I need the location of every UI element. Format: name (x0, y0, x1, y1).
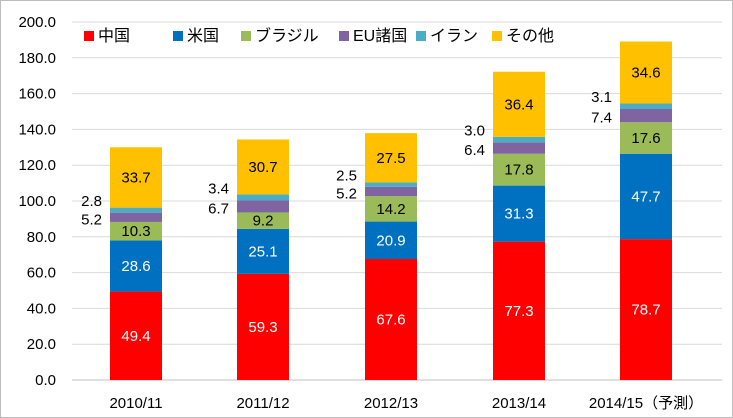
bar-segment (110, 147, 162, 208)
data-label: 34.6 (631, 64, 660, 81)
data-label: 33.7 (121, 169, 150, 186)
bar-segment (237, 200, 289, 213)
legend-swatch (492, 31, 502, 41)
bar-segment (620, 41, 672, 104)
y-tick-label: 20.0 (27, 336, 56, 353)
x-tick-label: 2014/15（予測） (589, 395, 703, 412)
bar-segment (620, 122, 672, 154)
data-label: 6.4 (464, 142, 485, 159)
x-tick-label: 2011/12 (236, 395, 289, 412)
y-tick-label: 180.0 (18, 50, 56, 67)
y-tick-label: 120.0 (18, 157, 56, 174)
y-tick-label: 100.0 (18, 193, 56, 210)
bar-segment (365, 258, 417, 380)
data-label: 5.2 (336, 186, 357, 203)
y-tick-label: 40.0 (27, 300, 56, 317)
bar-segment (365, 186, 417, 197)
data-label: 17.6 (631, 130, 660, 147)
y-tick-label: 60.0 (27, 265, 56, 282)
data-label: 28.6 (121, 258, 150, 275)
data-label: 6.7 (208, 200, 229, 217)
bar-segment (493, 142, 545, 154)
data-label: 36.4 (504, 96, 533, 113)
legend-label: 米国 (187, 27, 219, 45)
legend-item: 中国 (84, 27, 130, 45)
y-tick-label: 0.0 (35, 372, 56, 389)
data-label: 9.2 (253, 213, 274, 230)
y-tick-label: 140.0 (18, 121, 56, 138)
legend-label: その他 (506, 27, 554, 45)
legend-label: イラン (430, 28, 478, 45)
y-tick-label: 200.0 (18, 14, 56, 31)
data-label: 5.2 (81, 211, 102, 228)
data-label: 31.3 (504, 206, 533, 223)
bar-segment (493, 241, 545, 380)
data-label: 3.0 (464, 123, 485, 140)
data-label: 27.5 (376, 150, 405, 167)
x-tick-label: 2013/14 (492, 395, 546, 412)
legend-item: EU諸国 (339, 27, 407, 45)
bar-segment (493, 153, 545, 186)
data-label: 3.4 (208, 180, 229, 197)
data-label: 17.8 (504, 162, 533, 179)
legend-item: イラン (416, 28, 478, 45)
legend-label: EU諸国 (353, 27, 407, 45)
data-label: 49.4 (121, 328, 150, 345)
data-label: 47.7 (631, 188, 660, 205)
data-label: 10.3 (121, 223, 150, 240)
legend-swatch (84, 31, 94, 41)
y-tick-label: 80.0 (27, 229, 56, 246)
bar-segment (493, 185, 545, 242)
legend-swatch (339, 31, 349, 41)
bar-segment (493, 136, 545, 143)
data-label: 67.6 (376, 311, 405, 328)
data-label: 25.1 (248, 243, 277, 260)
x-tick-label: 2010/11 (109, 395, 162, 412)
legend-item: 米国 (173, 27, 219, 45)
data-label: 30.7 (248, 159, 277, 176)
legend-label: ブラジル (255, 26, 319, 45)
bar-segment (493, 71, 545, 137)
bar-segment (110, 212, 162, 222)
legend-item: ブラジル (241, 26, 319, 45)
bar-segment (237, 139, 289, 195)
data-label: 3.1 (591, 89, 612, 106)
y-tick-label: 160.0 (18, 86, 56, 103)
bar-segment (110, 221, 162, 241)
legend-swatch (241, 31, 251, 41)
bar-segment (365, 221, 417, 259)
bar-segment (620, 103, 672, 109)
data-label: 59.3 (248, 319, 277, 336)
legend-label: 中国 (98, 27, 130, 45)
bar-segment (620, 153, 672, 240)
bar-segment (110, 240, 162, 292)
bar-segment (237, 273, 289, 380)
data-label: 14.2 (376, 201, 405, 218)
legend-swatch (173, 31, 183, 41)
bar-segment (237, 194, 289, 201)
x-tick-label: 2012/13 (364, 395, 418, 412)
data-label: 2.8 (81, 193, 102, 210)
legend-swatch (416, 31, 426, 41)
bar-segment (620, 108, 672, 123)
data-label: 2.5 (336, 168, 357, 185)
bar-segment (620, 239, 672, 380)
data-label: 77.3 (504, 303, 533, 320)
bar-segment (365, 182, 417, 187)
bar-segment (237, 212, 289, 229)
bar-segment (365, 133, 417, 183)
bar-segment (237, 228, 289, 274)
bar-segment (110, 207, 162, 213)
data-label: 78.7 (631, 302, 660, 319)
legend-item: その他 (492, 27, 554, 45)
bar-segment (365, 196, 417, 222)
data-label: 20.9 (376, 232, 405, 249)
data-label: 7.4 (591, 110, 612, 127)
bar-segment (110, 291, 162, 380)
